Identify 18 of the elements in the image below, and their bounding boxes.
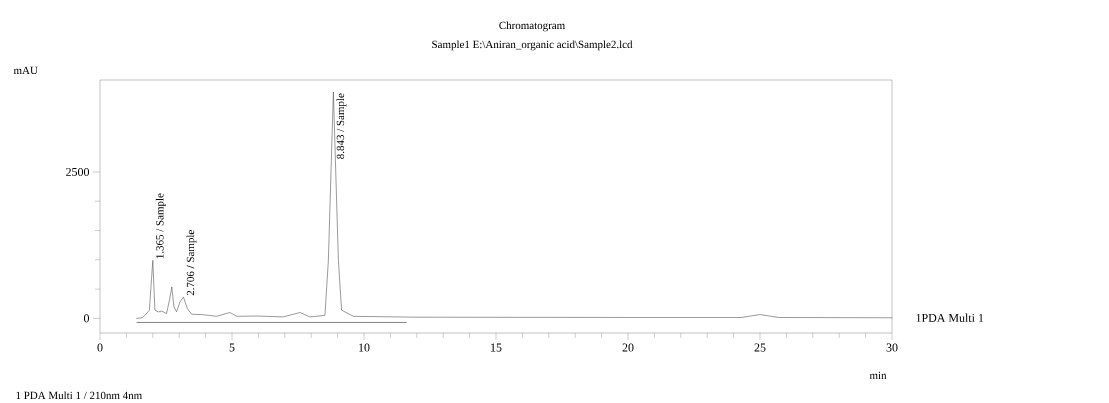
line-series [136,91,893,319]
x-tick-label: 0 [97,343,103,352]
y-axis-title: mAU [13,66,38,75]
x-tick-label: 25 [754,343,766,352]
chart-title: Chromatogram [499,21,566,32]
y-tick-label: 2500 [66,167,90,176]
x-tick-label: 10 [359,343,370,352]
x-tick-label: 20 [622,343,634,352]
x-tick-label: 15 [491,343,502,352]
text: 1PDA Multi 1 [916,313,984,322]
x-tick-label: 30 [886,343,898,352]
annotation: 2.706 / Sample [186,230,197,296]
annotation: 8.843 / Sample [336,93,347,159]
text: 1 PDA Multi 1 / 210nm 4nm [16,391,142,400]
x-axis-title: min [869,371,887,379]
annotation: 1.365 / Sample [155,193,166,259]
x-tick-label: 5 [229,343,235,352]
chart-subtitle: Sample1 E:\Aniran_organic acid\Sample2.lcd [432,40,633,51]
